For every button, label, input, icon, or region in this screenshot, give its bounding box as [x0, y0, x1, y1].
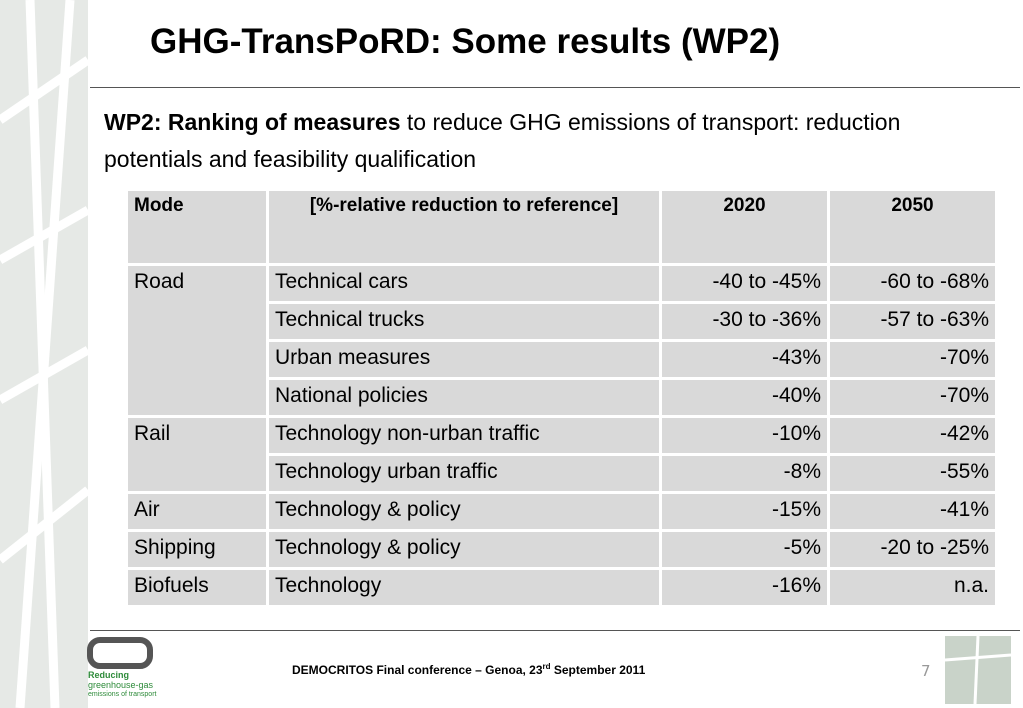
value-cell: -43% — [659, 339, 830, 380]
value-cell: -8% — [659, 453, 830, 494]
mode-cell: Road — [125, 263, 269, 418]
column-header: Mode — [125, 188, 269, 266]
column-header: 2050 — [827, 188, 998, 266]
table-row: Technical trucks -30 to -36% -57 to -63% — [127, 301, 998, 342]
measure-cell: Technical cars — [266, 263, 662, 304]
measure-cell: Technology — [266, 567, 662, 608]
table-row: Road Technical cars -40 to -45% -60 to -68% — [125, 263, 998, 418]
measure-cell: Technology urban traffic — [266, 453, 662, 494]
value-cell: -10% — [659, 415, 830, 456]
table-row: Rail Technology non-urban traffic -10% -42% — [125, 415, 998, 494]
table-row: Biofuels Technology -16% n.a. — [125, 567, 998, 608]
header-row: Mode [%-relative reduction to reference] 2… — [125, 188, 998, 266]
divider — [90, 630, 1020, 631]
mode-cell: Rail — [125, 415, 269, 494]
value-cell: -55% — [827, 453, 998, 494]
value-cell: -5% — [659, 529, 830, 570]
value-cell: n.a. — [827, 567, 998, 608]
intro-bold: WP2: Ranking of measures — [104, 109, 401, 135]
results-table: Mode [%-relative reduction to reference] 2… — [125, 188, 998, 608]
value-cell: -16% — [659, 567, 830, 608]
measure-cell: Technology & policy — [266, 491, 662, 532]
table-row: Shipping Technology & policy -5% -20 to -25… — [125, 529, 998, 570]
value-cell: -40% — [659, 377, 830, 418]
value-cell: -15% — [659, 491, 830, 532]
column-header: [%-relative reduction to reference] — [266, 188, 662, 266]
intro-rest: to reduce GHG emissions of transport: re… — [104, 109, 901, 172]
table-row: Air Technology & policy -15% -41% — [125, 491, 998, 532]
measure-cell: Technology non-urban traffic — [266, 415, 662, 456]
value-cell: -40 to -45% — [659, 263, 830, 304]
mode-cell: Shipping — [125, 529, 269, 570]
measure-cell: National policies — [266, 377, 662, 418]
logo-text: greenhouse-gas — [88, 680, 154, 690]
intro-text: WP2: Ranking of measures to reduce GHG e… — [104, 104, 984, 178]
measure-cell: Technology & policy — [266, 529, 662, 570]
footer-sup: rd — [542, 662, 551, 671]
logo: Reducing greenhouse-gas emissions of tra… — [88, 638, 156, 700]
mode-cell: Air — [125, 491, 269, 532]
footer-text: September 2011 — [550, 663, 646, 677]
value-cell: -20 to -25% — [827, 529, 998, 570]
column-header: 2020 — [659, 188, 830, 266]
value-cell: -57 to -63% — [827, 301, 998, 342]
logo-text: Reducing — [88, 670, 130, 680]
footer-text: DEMOCRITOS Final conference – Genoa, 23 — [292, 663, 543, 677]
slide-title: GHG-TransPoRD: Some results (WP2) — [150, 22, 781, 61]
divider — [90, 87, 1020, 88]
measure-cell: Technical trucks — [266, 301, 662, 342]
table-row: Urban measures -43% -70% — [127, 339, 998, 380]
value-cell: -42% — [827, 415, 998, 456]
value-cell: -60 to -68% — [827, 263, 998, 304]
value-cell: -70% — [827, 377, 998, 418]
value-cell: -30 to -36% — [659, 301, 830, 342]
logo-text: emissions of transport — [88, 691, 157, 698]
value-cell: -41% — [827, 491, 998, 532]
value-cell: -70% — [827, 339, 998, 380]
mode-cell: Biofuels — [125, 567, 269, 608]
table-row: National policies -40% -70% — [127, 377, 998, 418]
page-number: 7 — [921, 662, 931, 680]
measure-cell: Urban measures — [266, 339, 662, 380]
footer: DEMOCRITOS Final conference – Genoa, 23r… — [292, 662, 645, 677]
table-row: Technology urban traffic -8% -55% — [127, 453, 998, 494]
